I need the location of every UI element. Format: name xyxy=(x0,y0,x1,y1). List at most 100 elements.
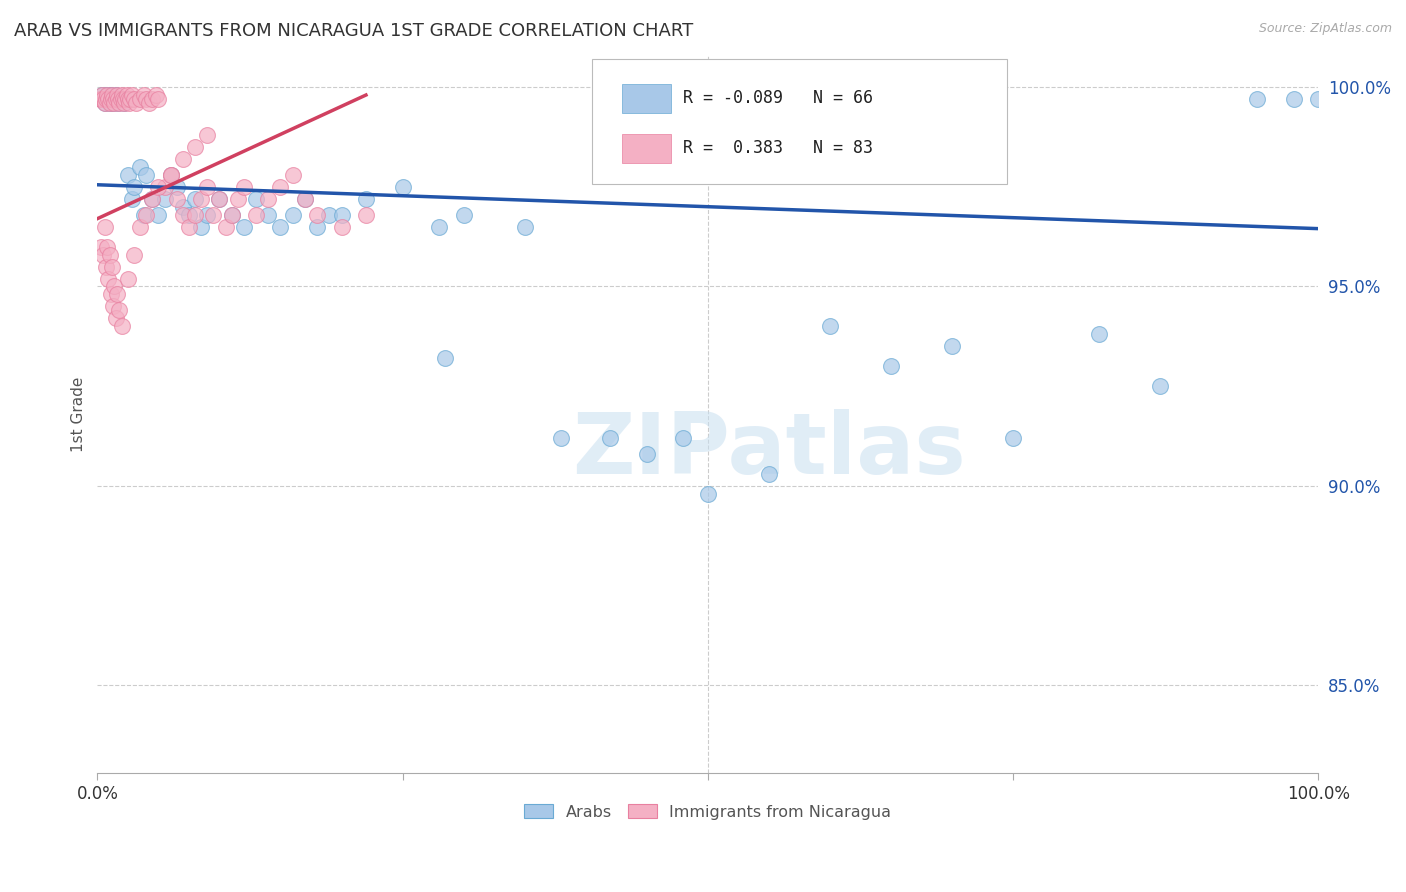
Point xyxy=(105,88,128,103)
Bar xyxy=(623,134,671,163)
Point xyxy=(172,152,194,166)
Point xyxy=(294,192,316,206)
Point xyxy=(148,92,170,106)
Point xyxy=(221,208,243,222)
Point xyxy=(141,192,163,206)
Point xyxy=(103,95,125,110)
Point xyxy=(195,179,218,194)
Point xyxy=(138,95,160,110)
Point xyxy=(122,179,145,194)
Point xyxy=(177,208,200,222)
Point xyxy=(354,192,377,206)
Point xyxy=(98,247,121,261)
Point xyxy=(1149,379,1171,393)
Point xyxy=(145,88,167,103)
Point xyxy=(166,192,188,206)
Point xyxy=(125,95,148,110)
Point xyxy=(111,88,134,103)
Point xyxy=(1282,92,1305,106)
Point xyxy=(257,192,280,206)
Point xyxy=(93,247,115,261)
Y-axis label: 1st Grade: 1st Grade xyxy=(72,376,86,452)
Point xyxy=(97,92,120,106)
Point xyxy=(214,219,236,234)
Point xyxy=(672,431,695,445)
Point xyxy=(758,467,780,481)
Point xyxy=(427,219,450,234)
Text: ARAB VS IMMIGRANTS FROM NICARAGUA 1ST GRADE CORRELATION CHART: ARAB VS IMMIGRANTS FROM NICARAGUA 1ST GR… xyxy=(14,22,693,40)
Text: R = -0.089   N = 66: R = -0.089 N = 66 xyxy=(683,89,873,107)
Point xyxy=(159,168,181,182)
Point xyxy=(90,239,112,253)
Point xyxy=(117,271,139,285)
Point xyxy=(513,219,536,234)
Point xyxy=(184,192,207,206)
Point xyxy=(434,351,457,366)
Point xyxy=(100,92,122,106)
Point xyxy=(1246,92,1268,106)
Point xyxy=(111,319,134,334)
Point xyxy=(221,208,243,222)
FancyBboxPatch shape xyxy=(592,59,1007,185)
Point xyxy=(110,92,132,106)
Point xyxy=(129,219,152,234)
Point xyxy=(104,92,127,106)
Point xyxy=(94,92,117,106)
Point xyxy=(318,208,340,222)
Legend: Arabs, Immigrants from Nicaragua: Arabs, Immigrants from Nicaragua xyxy=(517,797,898,826)
Point xyxy=(96,88,118,103)
Point xyxy=(100,88,122,103)
Point xyxy=(91,88,114,103)
Text: R =  0.383   N = 83: R = 0.383 N = 83 xyxy=(683,139,873,158)
Point xyxy=(101,260,124,274)
Point xyxy=(172,208,194,222)
Point xyxy=(107,95,129,110)
Point xyxy=(103,95,125,110)
Point xyxy=(112,95,135,110)
Point xyxy=(112,95,135,110)
Point xyxy=(232,179,254,194)
Point xyxy=(105,92,128,106)
Point xyxy=(195,128,218,142)
Point xyxy=(190,192,212,206)
Point xyxy=(114,92,136,106)
Point xyxy=(93,95,115,110)
Point xyxy=(108,92,131,106)
Point xyxy=(101,88,124,103)
Point xyxy=(281,168,304,182)
Bar xyxy=(623,84,671,112)
Point xyxy=(354,208,377,222)
Point xyxy=(281,208,304,222)
Point xyxy=(245,192,267,206)
Point xyxy=(1002,431,1025,445)
Point xyxy=(453,208,475,222)
Point xyxy=(93,219,115,234)
Point xyxy=(208,192,231,206)
Point xyxy=(132,208,155,222)
Point xyxy=(100,287,122,301)
Point xyxy=(120,92,142,106)
Point xyxy=(330,208,353,222)
Point xyxy=(129,92,152,106)
Point xyxy=(1087,327,1109,342)
Text: Source: ZipAtlas.com: Source: ZipAtlas.com xyxy=(1258,22,1392,36)
Point xyxy=(118,95,141,110)
Point xyxy=(105,287,128,301)
Point xyxy=(103,92,125,106)
Point xyxy=(94,92,117,106)
Point xyxy=(117,168,139,182)
Point xyxy=(941,339,963,353)
Text: ZIPatlas: ZIPatlas xyxy=(572,409,966,491)
Point xyxy=(132,88,155,103)
Point xyxy=(269,219,291,234)
Point xyxy=(550,431,572,445)
Point xyxy=(172,200,194,214)
Point xyxy=(96,88,118,103)
Point xyxy=(111,92,134,106)
Point xyxy=(391,179,413,194)
Point xyxy=(111,92,134,106)
Point xyxy=(104,311,127,326)
Point xyxy=(148,208,170,222)
Point xyxy=(307,219,329,234)
Point xyxy=(94,260,117,274)
